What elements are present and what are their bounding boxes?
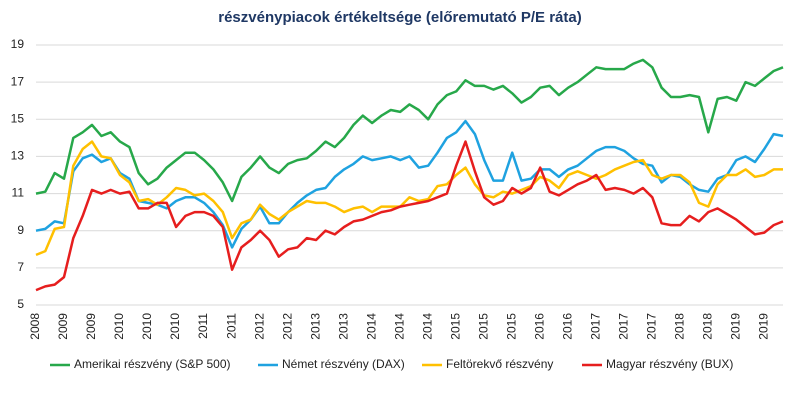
y-tick-label: 11 (12, 186, 25, 200)
x-tick-label: 2015 (476, 313, 490, 340)
x-tick-label: 2014 (392, 313, 406, 340)
chart-title: részvénypiacok értékeltsége (előremutató… (218, 9, 582, 26)
x-tick-label: 2014 (364, 313, 378, 340)
y-tick-label: 13 (11, 149, 25, 163)
x-tick-label: 2011 (196, 313, 210, 339)
x-tick-label: 2009 (84, 313, 98, 340)
x-tick-label: 2015 (448, 313, 462, 340)
x-tick-label: 2010 (140, 313, 154, 340)
x-tick-label: 2008 (28, 313, 42, 340)
x-tick-label: 2016 (560, 313, 574, 340)
x-tick-label: 2009 (56, 313, 70, 340)
legend-label: Német részvény (DAX) (282, 357, 405, 371)
legend-label: Amerikai részvény (S&P 500) (74, 357, 231, 371)
legend-label: Feltörekvő részvény (446, 357, 553, 371)
x-tick-label: 2011 (224, 313, 238, 339)
x-tick-label: 2012 (252, 313, 266, 340)
x-tick-label: 2016 (532, 313, 546, 340)
y-tick-label: 15 (11, 111, 25, 125)
x-tick-label: 2014 (420, 313, 434, 340)
y-tick-label: 5 (17, 297, 24, 311)
x-tick-label: 2017 (616, 313, 630, 340)
x-tick-label: 2012 (280, 313, 294, 340)
x-tick-label: 2018 (672, 313, 686, 340)
x-tick-label: 2017 (644, 313, 658, 340)
series-line (35, 140, 784, 292)
series-line (35, 140, 783, 257)
x-tick-label: 2015 (504, 313, 518, 340)
legend-label: Magyar részvény (BUX) (606, 357, 733, 371)
x-tick-label: 2013 (336, 313, 350, 340)
x-tick-label: 2019 (728, 313, 742, 340)
x-tick-label: 2010 (112, 313, 126, 340)
x-tick-label: 2018 (700, 313, 714, 340)
x-tick-label: 2017 (588, 313, 602, 340)
x-tick-label: 2010 (168, 313, 182, 340)
x-tick-label: 2019 (756, 313, 770, 340)
y-tick-label: 9 (17, 223, 24, 237)
y-tick-label: 7 (17, 260, 24, 274)
x-tick-label: 2013 (308, 313, 322, 340)
series-line (35, 58, 784, 203)
y-tick-label: 19 (11, 37, 25, 51)
y-tick-label: 17 (11, 74, 25, 88)
